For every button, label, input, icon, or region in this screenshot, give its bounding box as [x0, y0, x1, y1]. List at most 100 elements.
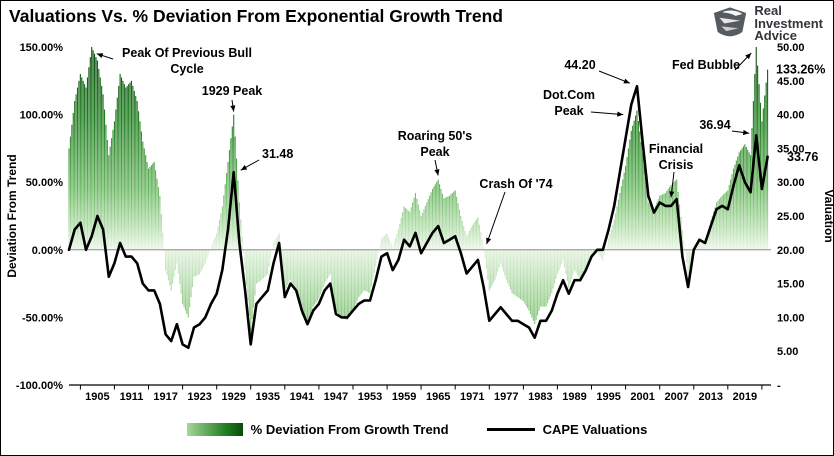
deviation-bar [302, 249, 304, 318]
deviation-bar [727, 190, 729, 250]
deviation-bar [622, 179, 624, 250]
x-axis-tick-label: 1983 [528, 391, 552, 403]
deviation-bar [470, 228, 472, 250]
deviation-bar [376, 249, 378, 260]
deviation-bar [297, 249, 299, 299]
ria-logo: Real Investment Advice [711, 4, 823, 43]
deviation-bar [220, 213, 222, 250]
deviation-bar [251, 249, 253, 320]
deviation-bar [619, 193, 621, 250]
deviation-bar [573, 249, 576, 271]
deviation-bar [370, 249, 372, 287]
deviation-bar [250, 249, 252, 331]
deviation-bar [390, 243, 392, 250]
deviation-bar [558, 249, 560, 271]
deviation-bar [275, 238, 277, 250]
deviation-bar [737, 156, 739, 250]
deviation-bar [210, 247, 212, 250]
right-axis-tick-label: 20.00 [777, 245, 805, 257]
deviation-bar [79, 74, 81, 250]
deviation-bar [101, 85, 103, 250]
deviation-bar [146, 161, 148, 250]
deviation-bar [579, 249, 581, 280]
deviation-bar [331, 249, 333, 284]
deviation-bar [443, 198, 445, 250]
deviation-bar [349, 249, 351, 316]
deviation-bar [647, 202, 649, 250]
deviation-bar [734, 164, 736, 250]
deviation-bar [504, 249, 506, 276]
deviation-bar [292, 249, 294, 287]
deviation-bar [301, 249, 303, 315]
deviation-bar [404, 207, 407, 250]
deviation-bar [200, 249, 202, 272]
deviation-bar [703, 241, 705, 250]
annotation-cape-1929: 31.48 [262, 147, 293, 161]
deviation-bar [132, 85, 134, 250]
deviation-bar [463, 226, 465, 250]
deviation-bar [267, 249, 269, 275]
deviation-bar [209, 249, 211, 252]
deviation-bar [69, 136, 71, 250]
deviation-bar [287, 249, 289, 285]
deviation-bar [226, 173, 228, 250]
deviation-bar [559, 249, 561, 268]
deviation-bar [471, 225, 473, 250]
x-axis-tick-label: 1911 [120, 391, 144, 403]
x-axis-tick-label: 1941 [290, 391, 314, 403]
right-axis-tick-label: 5.00 [777, 346, 798, 358]
deviation-bar [321, 249, 323, 292]
deviation-bar [336, 249, 338, 313]
deviation-bar [711, 215, 713, 250]
deviation-bar [527, 249, 529, 309]
deviation-bar [569, 249, 571, 284]
deviation-bar [650, 205, 652, 250]
deviation-bar [179, 249, 181, 284]
deviation-bar [664, 193, 666, 250]
deviation-bar [585, 249, 587, 267]
deviation-bar [305, 249, 307, 322]
deviation-bar [630, 130, 632, 250]
deviation-bar [529, 249, 532, 315]
deviation-bar [206, 249, 208, 260]
deviation-bar [676, 179, 678, 250]
deviation-bar [227, 161, 229, 250]
deviation-bar [707, 230, 709, 250]
deviation-bar [484, 249, 486, 258]
deviation-bar [116, 97, 118, 250]
deviation-bar [216, 233, 218, 250]
deviation-bar [247, 249, 249, 301]
deviation-bar [282, 249, 284, 277]
deviation-bar [88, 67, 90, 250]
deviation-bar [165, 249, 167, 271]
deviation-bar [745, 147, 747, 250]
deviation-bar [84, 84, 86, 250]
deviation-bar [684, 249, 686, 252]
deviation-bar [433, 186, 435, 250]
deviation-bar [197, 249, 199, 275]
x-axis-tick-label: 1989 [562, 391, 586, 403]
deviation-bar [544, 249, 546, 307]
deviation-bar [620, 186, 622, 250]
deviation-bar [258, 249, 260, 282]
deviation-bar [407, 210, 409, 250]
deviation-bar [613, 220, 615, 250]
deviation-bar [162, 232, 164, 250]
deviation-bar [196, 249, 198, 276]
deviation-bar [136, 101, 138, 250]
deviation-bar [539, 249, 541, 307]
deviation-bar [555, 249, 557, 279]
x-axis-tick-label: 1935 [256, 391, 280, 403]
deviation-bar [744, 144, 746, 250]
deviation-bar [688, 249, 691, 268]
deviation-bar [669, 186, 671, 250]
annotation-crash-74: Crash Of '74 [479, 177, 552, 191]
x-axis-tick-label: 1929 [221, 391, 245, 403]
right-axis-tick-label: - [777, 380, 781, 392]
deviation-bar [498, 249, 500, 268]
deviation-bar [223, 195, 225, 250]
deviation-bar [304, 249, 306, 320]
annotation-fed-bubble: Fed Bubble [672, 58, 740, 72]
deviation-bar [636, 110, 638, 250]
deviation-bar [583, 249, 585, 270]
